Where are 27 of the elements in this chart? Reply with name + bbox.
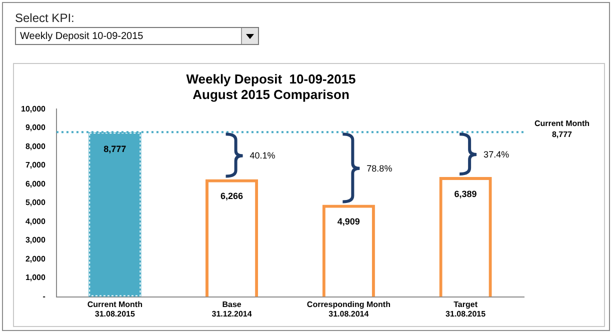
data-label: 6,266 (220, 191, 244, 202)
text: Weekly Deposit 10-09-2015 (20, 31, 144, 42)
y-tick-label: 5,000 (25, 198, 46, 208)
y-tick-label: 9,000 (25, 123, 46, 132)
y-tick-label: 7,000 (25, 160, 46, 170)
y-tick-label: - (42, 292, 46, 302)
x-tick-label: Corresponding Month 31.08.2014 (306, 300, 391, 318)
x-tick-label: Base 31.12.2014 (212, 300, 252, 318)
text: Select KPI: (15, 11, 74, 25)
ref-line-label: Current Month 8,777 (534, 119, 590, 140)
y-tick-label: 10,000 (21, 104, 46, 114)
y-tick-label: 3,000 (25, 236, 46, 245)
annotation: 40.1% (250, 150, 276, 161)
annotation: 78.8% (366, 163, 392, 174)
x-tick-label: Target 31.08.2015 (446, 300, 486, 318)
chart-title: Weekly Deposit 10-09-2015 (186, 71, 356, 86)
data-label: 6,389 (454, 188, 477, 199)
data-label: 8,777 (104, 144, 126, 154)
data-label: 4,909 (337, 216, 360, 227)
y-tick-label: 4,000 (25, 216, 46, 226)
chart-subtitle: August 2015 Comparison (192, 86, 350, 102)
y-tick-label: 6,000 (25, 179, 46, 188)
annotation: 37.4% (484, 150, 510, 160)
x-tick-label: Current Month 31.08.2015 (87, 300, 143, 318)
y-tick-label: 8,000 (25, 142, 46, 151)
y-tick-label: 1,000 (25, 273, 46, 282)
y-tick-label: 2,000 (25, 254, 46, 264)
